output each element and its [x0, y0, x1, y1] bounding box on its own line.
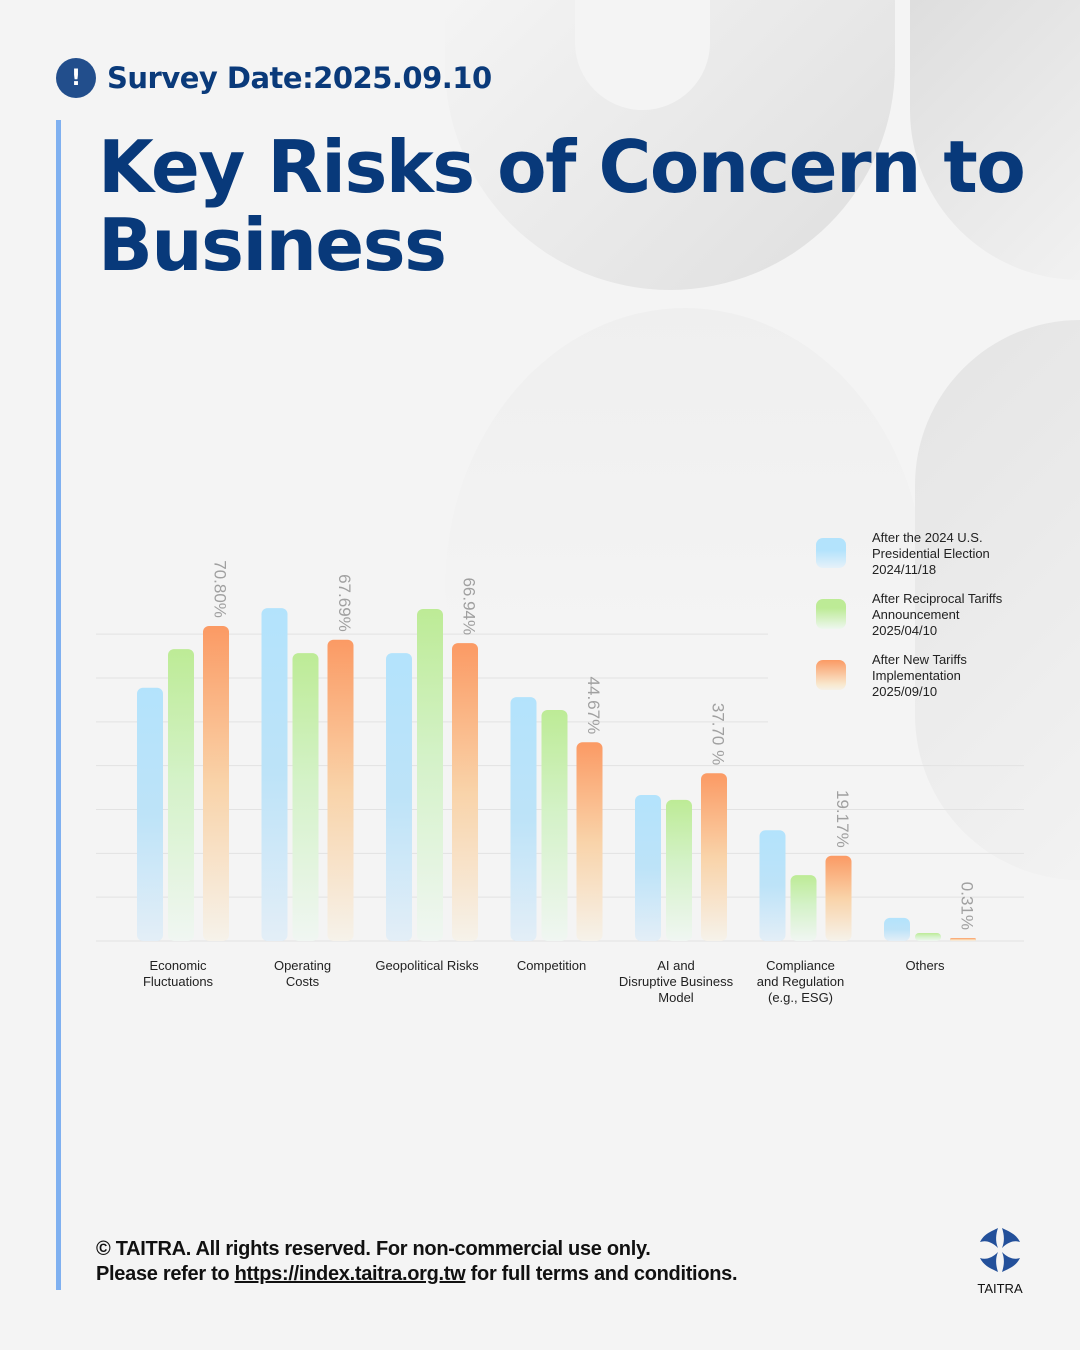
- taitra-logo-icon: [980, 1228, 1020, 1272]
- bar-3-2: [327, 639, 354, 941]
- legend-item-series-1: After the 2024 U.S. Presidential Electio…: [816, 530, 1056, 591]
- terms-link[interactable]: https://index.taitra.org.tw: [234, 1263, 466, 1285]
- chart-legend: After the 2024 U.S. Presidential Electio…: [816, 530, 1056, 713]
- legend-label: After New Tariffs Implementation 2025/09…: [872, 652, 967, 699]
- value-label: 19.17%: [833, 790, 852, 848]
- legend-swatch-blue: [816, 538, 846, 568]
- legend-swatch-orange: [816, 660, 846, 690]
- bar-2-3: [417, 609, 443, 941]
- legend-label: After Reciprocal Tariffs Announcement 20…: [872, 591, 1003, 638]
- accent-side-bar: [56, 120, 61, 1290]
- bar-3-6: [825, 855, 852, 941]
- page-title: Key Risks of Concern to Business: [98, 125, 1026, 287]
- bar-3-5: [701, 773, 727, 941]
- x-axis-labels: Economic Fluctuations Operating Costs Geopol…: [143, 958, 945, 1005]
- bar-2-2: [292, 653, 319, 941]
- value-label: 37.70 %: [709, 703, 728, 765]
- bar-3-3: [452, 643, 478, 941]
- value-label: 70.80%: [211, 560, 230, 618]
- legend-label: After the 2024 U.S. Presidential Electio…: [872, 530, 990, 577]
- bar-1-2: [261, 608, 288, 941]
- taitra-logo-text: TAITRA: [977, 1281, 1023, 1296]
- bar-1-1: [137, 687, 163, 941]
- legend-item-series-3: After New Tariffs Implementation 2025/09…: [816, 652, 1056, 713]
- footer-prefix: Please refer to: [96, 1263, 235, 1285]
- value-label: 66.94%: [460, 577, 479, 635]
- footer-line-1: © TAITRA. All rights reserved. For non-c…: [96, 1238, 651, 1260]
- x-tick-label: Competition: [517, 958, 586, 973]
- legend-swatch-green: [816, 599, 846, 629]
- bar-1-5: [635, 795, 661, 941]
- x-tick-label: AI and Disruptive Business Model: [619, 958, 734, 1005]
- bar-1-6: [759, 830, 786, 941]
- bar-1-7: [884, 917, 910, 941]
- value-label: 44.67%: [584, 677, 603, 735]
- bar-2-4: [541, 710, 568, 941]
- value-labels: 70.80% 67.69% 66.94% 44.67% 37.70 % 19.17% 0.3…: [211, 560, 977, 930]
- footer-suffix: for full terms and conditions.: [465, 1263, 738, 1285]
- taitra-logo: TAITRA: [972, 1226, 1028, 1296]
- background-decoration: [575, 0, 710, 110]
- x-tick-label: Geopolitical Risks: [375, 958, 479, 973]
- x-tick-label: Compliance and Regulation (e.g., ESG): [757, 958, 844, 1005]
- x-tick-label: Economic Fluctuations: [143, 958, 214, 989]
- bar-3-1: [203, 625, 229, 941]
- x-tick-label: Operating Costs: [274, 958, 331, 989]
- survey-date-header: ! Survey Date:2025.09.10: [56, 58, 492, 98]
- bars: [137, 608, 976, 941]
- value-label: 67.69%: [335, 574, 354, 632]
- bar-2-7: [915, 932, 941, 941]
- bar-2-6: [790, 875, 817, 941]
- bar-1-4: [510, 697, 537, 941]
- value-label: 0.31%: [958, 882, 977, 930]
- alert-icon: !: [56, 58, 96, 98]
- legend-item-series-2: After Reciprocal Tariffs Announcement 20…: [816, 591, 1056, 652]
- bar-2-5: [666, 799, 692, 941]
- footer-line-2: Please refer to https://index.taitra.org…: [96, 1262, 738, 1287]
- x-tick-label: Others: [905, 958, 945, 973]
- bar-2-1: [168, 649, 194, 941]
- footer-copyright: © TAITRA. All rights reserved. For non-c…: [96, 1237, 738, 1287]
- bar-chart: 70.80% 67.69% 66.94% 44.67% 37.70 % 19.17% 0.3…: [96, 560, 1024, 1005]
- survey-date: Survey Date:2025.09.10: [107, 61, 492, 95]
- bar-3-7: [950, 938, 976, 941]
- bar-1-3: [386, 653, 412, 941]
- bar-3-4: [576, 742, 603, 941]
